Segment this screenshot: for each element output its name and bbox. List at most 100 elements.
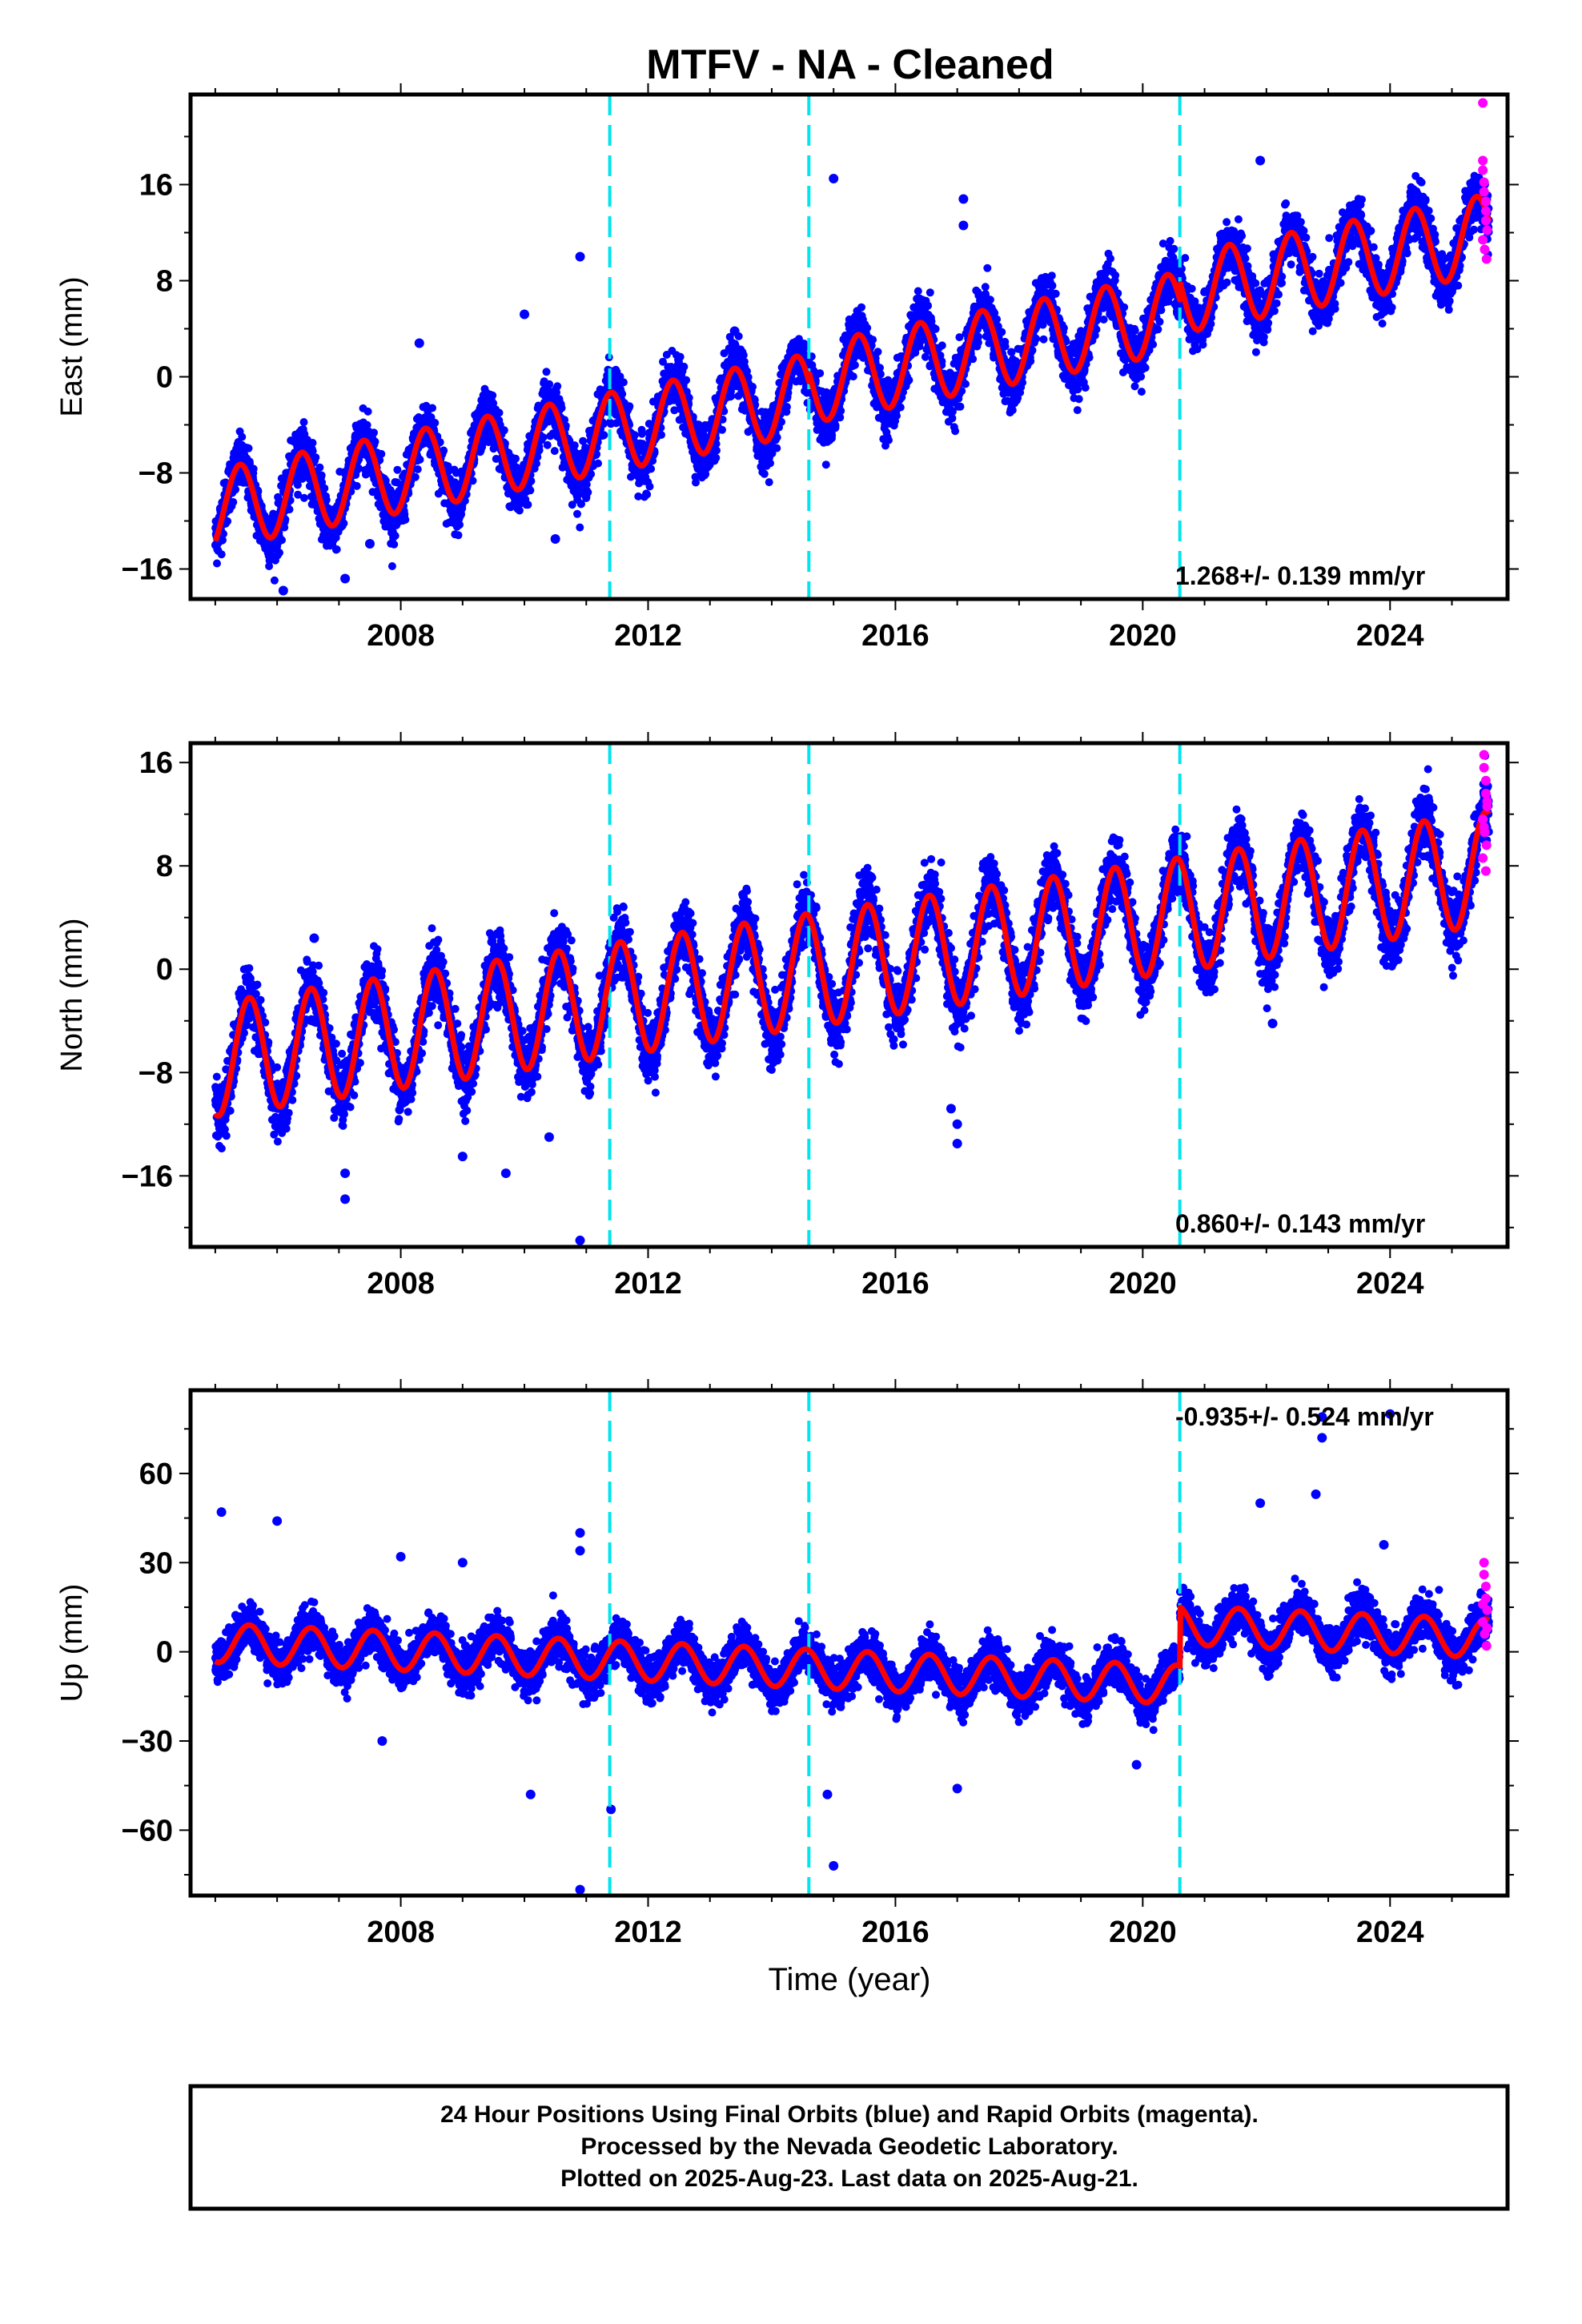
final-orbit-point (270, 576, 279, 585)
final-orbit-point (275, 549, 283, 557)
final-orbit-point (1039, 335, 1048, 344)
final-orbit-point (896, 403, 905, 412)
final-orbit-point (956, 402, 965, 411)
final-orbit-point (355, 464, 363, 472)
final-orbit-point (766, 459, 774, 468)
final-orbit-point (645, 482, 654, 491)
y-tick-label: −8 (139, 457, 173, 491)
final-orbit-point (828, 431, 837, 440)
final-orbit-point (573, 509, 581, 518)
final-orbit-point (244, 444, 253, 452)
final-orbit-point (311, 453, 320, 462)
final-orbit-point (782, 403, 791, 411)
final-orbit-point (285, 505, 294, 514)
final-orbit-point (643, 490, 652, 499)
final-orbit-point (1032, 335, 1041, 343)
final-orbit-point (500, 426, 508, 435)
final-orbit-point (542, 368, 551, 376)
final-orbit-point (713, 446, 721, 455)
final-orbit-point (760, 469, 769, 478)
y-tick-label: 0 (156, 361, 173, 395)
final-orbit-point (539, 433, 548, 442)
final-orbit-point (951, 427, 960, 436)
final-orbit-point (821, 460, 830, 469)
final-orbit-point (454, 531, 463, 540)
final-orbit-point (893, 412, 901, 420)
final-orbit-point (553, 382, 562, 391)
final-orbit-point (339, 519, 348, 528)
y-tick-label: 8 (156, 265, 173, 299)
final-orbit-point (299, 493, 308, 502)
final-orbit-point (962, 380, 970, 388)
final-orbit-point (428, 404, 436, 412)
final-orbit-point (938, 341, 946, 350)
final-orbit-point (278, 536, 286, 545)
final-orbit-point (969, 355, 978, 364)
y-axis-label: East (mm) (55, 276, 89, 416)
x-tick-label: 2020 (1109, 619, 1177, 653)
final-orbit-point (294, 490, 303, 499)
final-orbit-point (526, 486, 535, 495)
final-orbit-point (857, 303, 865, 312)
final-orbit-point (317, 471, 326, 480)
final-orbit-point (885, 436, 893, 444)
final-orbit-point (440, 446, 448, 455)
final-orbit-point (625, 402, 634, 411)
plot-area (211, 94, 1493, 599)
final-orbit-point (727, 392, 736, 400)
final-orbit-point (570, 441, 579, 450)
final-orbit-point (488, 391, 497, 400)
figure-title: MTFV - NA - Cleaned (646, 42, 1054, 88)
final-orbit-point (869, 336, 877, 344)
final-orbit-point (363, 420, 371, 429)
final-orbit-point (974, 332, 983, 341)
final-orbit-point (749, 383, 757, 391)
final-orbit-point (550, 447, 559, 456)
final-orbit-point (308, 447, 317, 456)
final-orbit-point (299, 418, 308, 427)
final-orbit-point (249, 464, 258, 473)
final-orbit-point (718, 425, 726, 434)
final-orbit-point (416, 455, 424, 464)
final-orbit-point (223, 517, 232, 525)
final-orbit-point (401, 515, 410, 524)
final-orbit-point (332, 545, 341, 553)
final-orbit-point (647, 464, 656, 473)
final-orbit-point (213, 559, 221, 568)
x-tick-label: 2012 (614, 619, 682, 653)
final-orbit-points (211, 155, 1493, 596)
final-orbit-point (873, 348, 882, 356)
final-orbit-point (680, 362, 689, 371)
final-orbit-point (986, 296, 994, 304)
final-orbit-point (322, 496, 331, 505)
final-orbit-point (630, 431, 639, 440)
final-orbit-point (545, 380, 554, 388)
final-orbit-point (773, 444, 781, 452)
final-orbit-point (219, 536, 227, 545)
final-orbit-point (1026, 357, 1035, 365)
final-orbit-point (850, 360, 859, 369)
final-orbit-point (393, 465, 402, 474)
final-orbit-point (849, 372, 857, 381)
final-orbit-point (413, 465, 422, 473)
final-orbit-point (981, 283, 990, 292)
final-orbit-point (308, 439, 317, 447)
final-orbit-point (238, 432, 247, 441)
final-orbit-point (219, 529, 227, 538)
final-orbit-point (411, 472, 420, 481)
final-orbit-point (816, 369, 825, 378)
final-orbit-point (584, 488, 592, 497)
final-orbit-point (926, 288, 934, 297)
x-tick-label: 2008 (367, 619, 435, 653)
final-orbit-point (998, 328, 1006, 336)
final-orbit-point (931, 324, 940, 333)
final-orbit-point (431, 419, 440, 427)
final-orbit-point (618, 390, 627, 398)
final-orbit-point (837, 407, 845, 415)
final-orbit-point (913, 287, 922, 296)
final-orbit-point (600, 431, 608, 440)
final-orbit-point (229, 498, 238, 506)
final-orbit-point (637, 429, 646, 438)
final-orbit-point (456, 521, 464, 529)
